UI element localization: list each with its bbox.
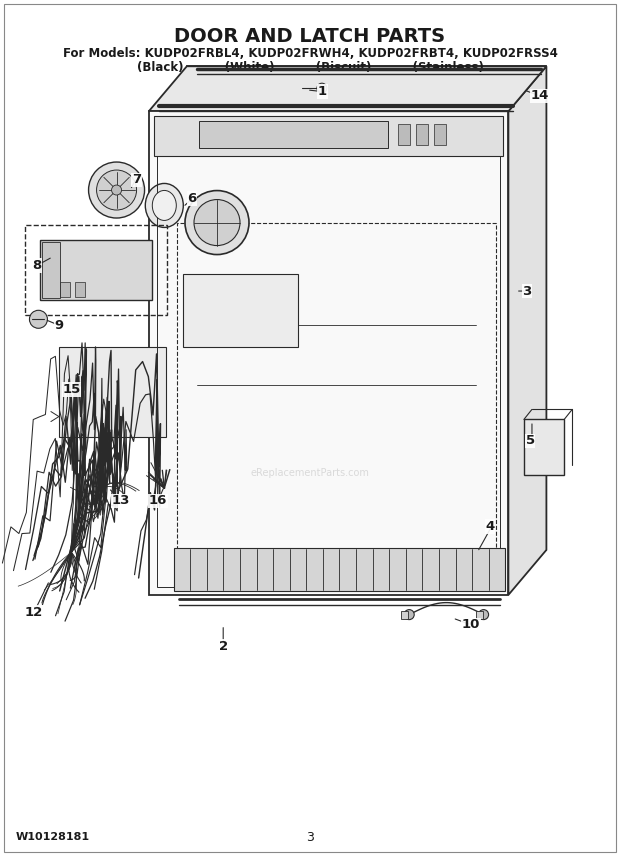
Bar xyxy=(45,282,55,296)
Circle shape xyxy=(185,191,249,254)
Text: 8: 8 xyxy=(33,259,42,272)
Bar xyxy=(399,124,410,146)
Bar xyxy=(177,223,496,552)
Text: 1: 1 xyxy=(318,85,327,98)
Text: 3: 3 xyxy=(306,830,314,844)
Text: 16: 16 xyxy=(149,494,167,508)
Circle shape xyxy=(112,185,122,195)
Circle shape xyxy=(29,310,48,329)
Bar xyxy=(199,122,388,148)
Text: 7: 7 xyxy=(132,173,141,187)
Circle shape xyxy=(479,609,489,620)
Ellipse shape xyxy=(153,190,176,221)
Text: For Models: KUDP02FRBL4, KUDP02FRWH4, KUDP02FRBT4, KUDP02FRSS4: For Models: KUDP02FRBL4, KUDP02FRWH4, KU… xyxy=(63,47,557,61)
Bar xyxy=(401,610,408,619)
Text: W10128181: W10128181 xyxy=(16,832,90,842)
Bar xyxy=(25,224,167,315)
Bar xyxy=(183,274,298,347)
Bar xyxy=(42,241,60,298)
Text: (Black)          (White)          (Biscuit)          (Stainless): (Black) (White) (Biscuit) (Stainless) xyxy=(136,61,484,74)
Text: 12: 12 xyxy=(25,605,43,619)
Bar xyxy=(59,347,166,437)
Bar xyxy=(524,419,564,475)
Text: 3: 3 xyxy=(523,284,531,298)
Text: 6: 6 xyxy=(188,192,197,205)
Text: 15: 15 xyxy=(62,383,81,396)
Bar xyxy=(174,548,505,591)
Text: 14: 14 xyxy=(530,89,549,103)
Text: 9: 9 xyxy=(55,318,63,332)
Text: DOOR AND LATCH PARTS: DOOR AND LATCH PARTS xyxy=(174,27,446,46)
Circle shape xyxy=(97,170,136,210)
Bar xyxy=(476,610,482,619)
Polygon shape xyxy=(149,66,546,111)
Text: 4: 4 xyxy=(485,520,494,533)
Ellipse shape xyxy=(145,183,184,228)
Text: 10: 10 xyxy=(462,618,480,632)
Bar xyxy=(435,124,446,146)
Bar xyxy=(60,282,70,296)
Bar xyxy=(149,111,508,595)
Circle shape xyxy=(317,83,327,93)
Bar xyxy=(157,119,500,587)
Bar xyxy=(417,124,428,146)
Polygon shape xyxy=(508,66,546,595)
Text: 5: 5 xyxy=(526,434,534,448)
Bar xyxy=(40,240,152,300)
Text: 2: 2 xyxy=(219,639,228,653)
Circle shape xyxy=(404,609,414,620)
Bar xyxy=(75,282,86,296)
Circle shape xyxy=(89,162,144,218)
Bar xyxy=(154,116,503,157)
Bar xyxy=(187,66,546,550)
Circle shape xyxy=(194,199,240,246)
Text: 13: 13 xyxy=(112,494,130,508)
Text: eReplacementParts.com: eReplacementParts.com xyxy=(250,467,370,478)
